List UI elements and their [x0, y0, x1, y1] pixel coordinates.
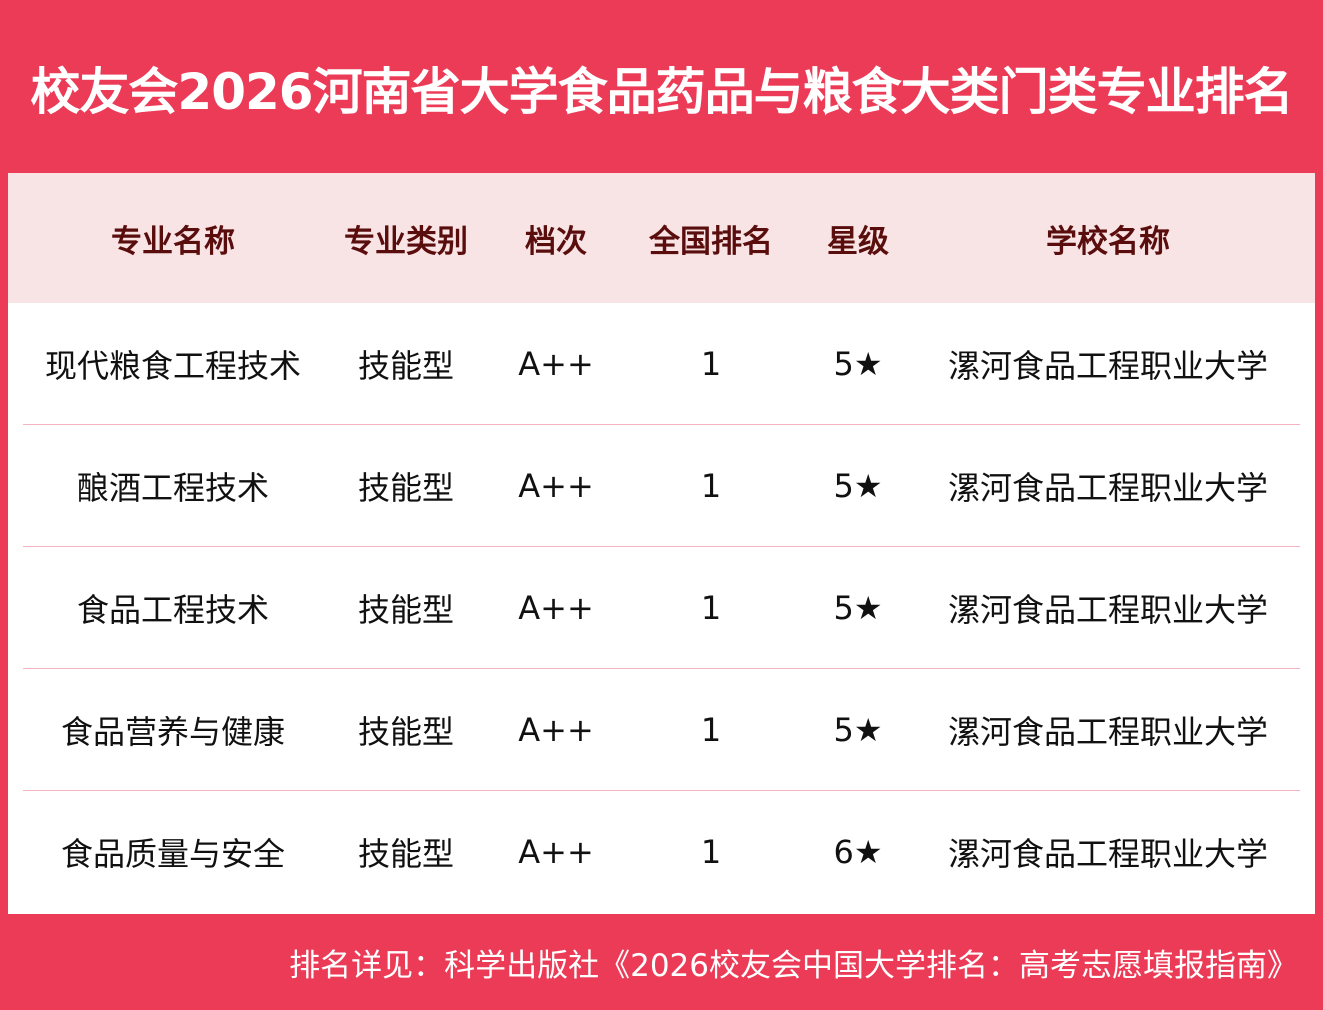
table-row: 酿酒工程技术 技能型 A++ 1 5★ 漯河食品工程职业大学 — [8, 425, 1315, 547]
header-school-name: 学校名称 — [1046, 223, 1170, 260]
cell-major-name: 酿酒工程技术 — [76, 469, 269, 507]
table-row: 食品质量与安全 技能型 A++ 1 6★ 漯河食品工程职业大学 — [8, 791, 1315, 913]
table-row: 食品营养与健康 技能型 A++ 1 5★ 漯河食品工程职业大学 — [8, 669, 1315, 791]
header-grade: 档次 — [525, 223, 587, 260]
cell-major-type: 技能型 — [357, 713, 454, 751]
cell-star-level: 6★ — [833, 833, 883, 871]
cell-major-name: 食品工程技术 — [76, 591, 269, 629]
cell-star-level: 5★ — [833, 345, 883, 383]
page-title: 校友会2026河南省大学食品药品与粮食大类门类专业排名 — [30, 63, 1293, 121]
cell-grade: A++ — [518, 833, 594, 871]
table-row: 现代粮食工程技术 技能型 A++ 1 5★ 漯河食品工程职业大学 — [8, 303, 1315, 425]
cell-major-name: 现代粮食工程技术 — [45, 347, 302, 385]
cell-national-rank: 1 — [700, 467, 722, 505]
cell-major-name: 食品营养与健康 — [60, 713, 285, 751]
cell-star-level: 5★ — [833, 711, 883, 749]
header-major-type: 专业类别 — [344, 223, 468, 260]
source-note: 排名详见：科学出版社《2026校友会中国大学排名：高考志愿填报指南》 — [289, 948, 1298, 984]
cell-school-name: 漯河食品工程职业大学 — [947, 591, 1268, 629]
header-national-rank: 全国排名 — [649, 223, 773, 260]
cell-school-name: 漯河食品工程职业大学 — [947, 347, 1268, 385]
cell-grade: A++ — [518, 467, 594, 505]
cell-national-rank: 1 — [700, 833, 722, 871]
cell-school-name: 漯河食品工程职业大学 — [947, 835, 1268, 873]
cell-major-type: 技能型 — [357, 469, 454, 507]
ranking-table: 专业名称 专业类别 档次 全国排名 星级 学校名称 现代粮食工程技术 技能型 A++… — [8, 173, 1315, 914]
cell-major-name: 食品质量与安全 — [60, 835, 285, 873]
cell-grade: A++ — [518, 711, 594, 749]
cell-national-rank: 1 — [700, 345, 722, 383]
cell-grade: A++ — [518, 345, 594, 383]
header-major-name: 专业名称 — [111, 223, 235, 260]
cell-star-level: 5★ — [833, 589, 883, 627]
table-row: 食品工程技术 技能型 A++ 1 5★ 漯河食品工程职业大学 — [8, 547, 1315, 669]
cell-major-type: 技能型 — [357, 835, 454, 873]
cell-national-rank: 1 — [700, 589, 722, 627]
cell-national-rank: 1 — [700, 711, 722, 749]
header-star-level: 星级 — [827, 223, 889, 260]
cell-school-name: 漯河食品工程职业大学 — [947, 469, 1268, 507]
cell-star-level: 5★ — [833, 467, 883, 505]
cell-grade: A++ — [518, 589, 594, 627]
cell-school-name: 漯河食品工程职业大学 — [947, 713, 1268, 751]
cell-major-type: 技能型 — [357, 347, 454, 385]
cell-major-type: 技能型 — [357, 591, 454, 629]
table-header: 专业名称 专业类别 档次 全国排名 星级 学校名称 — [8, 173, 1315, 303]
